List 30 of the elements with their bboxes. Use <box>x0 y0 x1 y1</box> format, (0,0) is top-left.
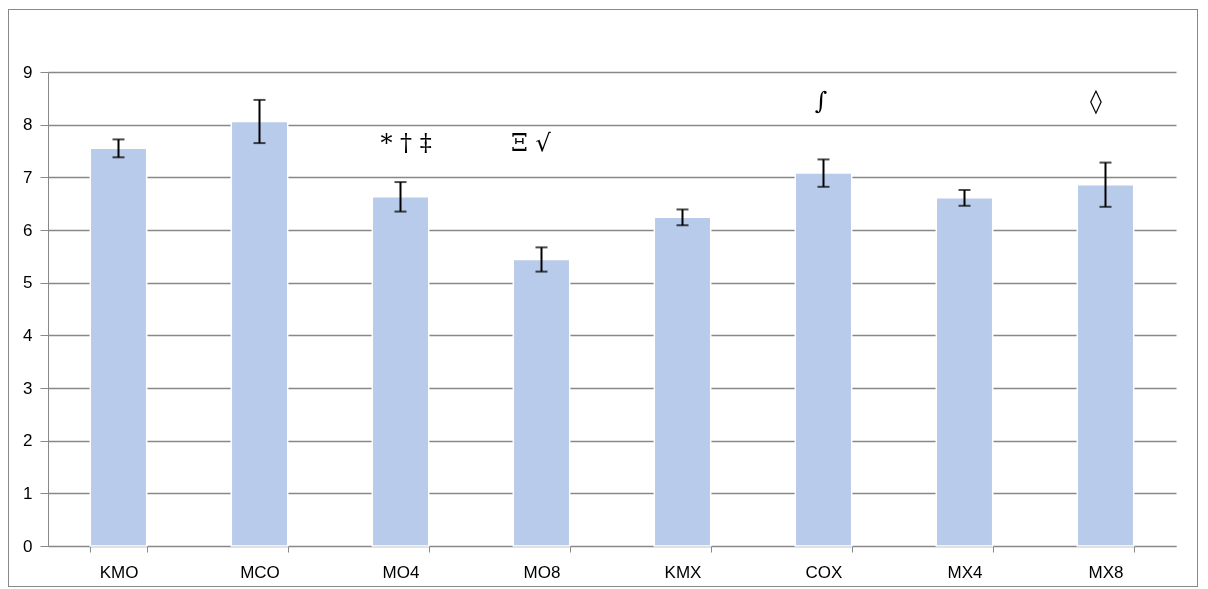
x-tick-label: MX8 <box>1088 562 1124 582</box>
bar <box>512 258 571 547</box>
y-tick-label: 7 <box>23 167 33 187</box>
x-tick-label: MX4 <box>947 562 983 582</box>
x-tick-label: MO4 <box>382 562 420 582</box>
y-tick-label: 2 <box>23 431 33 451</box>
x-tick-label: COX <box>805 562 843 582</box>
y-tick-label: 3 <box>23 378 33 398</box>
bar <box>230 120 289 547</box>
bar <box>371 196 430 547</box>
bar <box>935 197 994 547</box>
bar <box>653 216 712 547</box>
y-tick-label: 6 <box>23 220 33 240</box>
bar <box>89 147 148 547</box>
y-tick-label: 1 <box>23 483 33 503</box>
bar <box>794 172 853 547</box>
y-tick-label: 8 <box>23 115 33 135</box>
x-tick-label: KMX <box>664 562 702 582</box>
x-tick-label: MO8 <box>523 562 561 582</box>
x-tick-label: KMO <box>99 562 139 582</box>
x-tick-label: MCO <box>240 562 280 582</box>
annotation: Ξ √ <box>511 129 552 157</box>
annotation: ◊ <box>1090 87 1103 115</box>
y-tick-label: 4 <box>23 325 33 345</box>
y-tick-label: 5 <box>23 273 33 293</box>
annotation: ∫ <box>814 87 828 115</box>
y-tick-label: 0 <box>23 536 33 556</box>
y-tick-label: 9 <box>23 62 33 82</box>
bar <box>1076 183 1135 547</box>
annotation: * † ‡ <box>380 129 432 157</box>
